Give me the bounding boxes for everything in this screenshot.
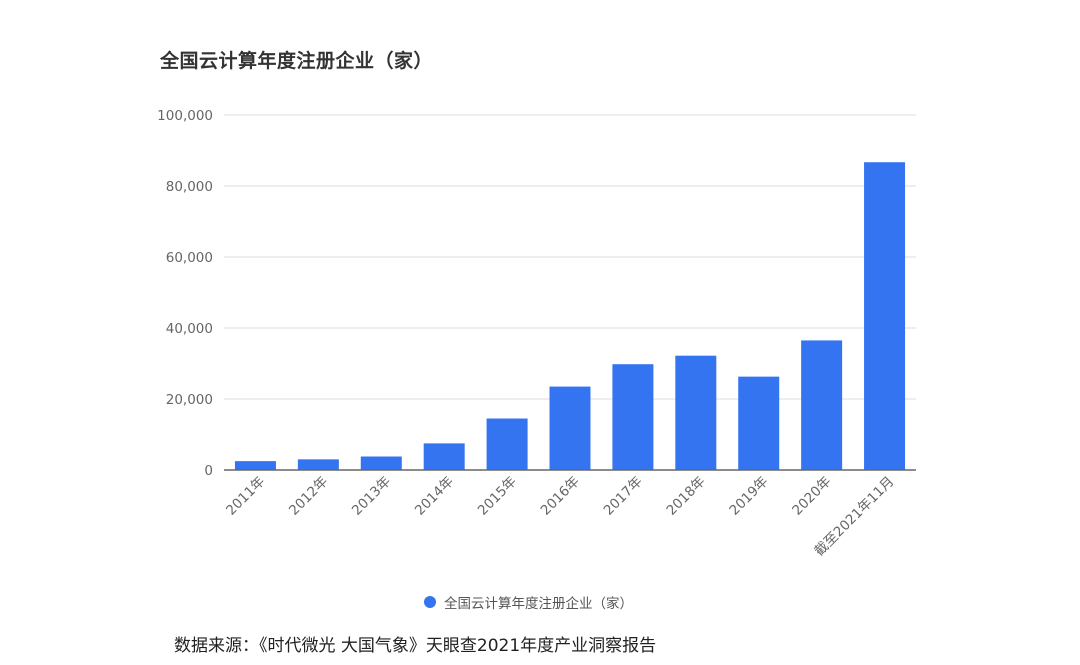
bar [864, 162, 906, 470]
legend-marker [424, 596, 436, 608]
x-tick-label: 2012年 [286, 474, 331, 519]
y-tick-label: 60,000 [166, 250, 213, 266]
bar [549, 386, 591, 470]
x-tick-label: 2014年 [412, 474, 457, 519]
x-tick-label: 2015年 [475, 474, 520, 519]
bar [297, 459, 339, 470]
y-tick-label: 40,000 [166, 321, 213, 337]
y-tick-label: 20,000 [166, 392, 213, 408]
x-axis-tick-labels: 2011年 2012年 2013年 2014年 2015年 2016年 2017年 2018年… [223, 474, 897, 560]
x-tick-label: 2017年 [601, 474, 646, 519]
x-tick-label: 2019年 [726, 474, 771, 519]
x-tick-label: 2016年 [538, 474, 583, 519]
x-tick-label: 2018年 [663, 474, 708, 519]
legend-label: 全国云计算年度注册企业（家） [444, 596, 633, 612]
bar [423, 443, 465, 470]
y-axis-tick-labels: 0 20,000 40,000 60,000 80,000 100,000 [157, 108, 213, 479]
bar [360, 456, 402, 470]
bar [801, 340, 843, 470]
y-tick-label: 100,000 [157, 108, 213, 124]
x-tick-label: 2013年 [349, 474, 394, 519]
bar [675, 355, 717, 470]
bar [612, 364, 654, 470]
data-source-note: 数据来源：《时代微光 大国气象》天眼查2021年度产业洞察报告 [174, 636, 657, 656]
legend: 全国云计算年度注册企业（家） [424, 592, 633, 612]
bars [234, 162, 906, 470]
bar [234, 461, 276, 470]
chart-title: 全国云计算年度注册企业（家） [160, 50, 434, 72]
bar [738, 376, 780, 470]
x-tick-label: 2020年 [789, 474, 834, 519]
y-tick-label: 80,000 [166, 179, 213, 195]
x-tick-label: 2011年 [223, 474, 268, 519]
y-tick-label: 0 [204, 463, 213, 479]
bar [486, 418, 528, 470]
